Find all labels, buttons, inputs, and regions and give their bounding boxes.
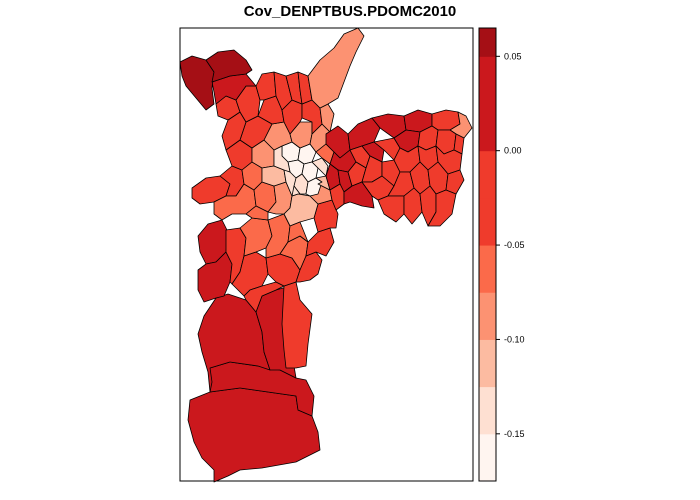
legend-class-1 <box>479 386 496 435</box>
region-east-9 <box>361 141 385 163</box>
region-center-south-3 <box>283 213 309 243</box>
map-frame <box>179 27 474 482</box>
region-north-3 <box>255 71 277 101</box>
region-east-29 <box>445 169 465 195</box>
legend-tick-label: -0.05 <box>504 240 525 250</box>
region-southwest-5 <box>243 281 285 313</box>
region-south-upper <box>197 293 271 393</box>
region-center-9 <box>315 175 331 191</box>
region-northwest-dark-2 <box>205 49 253 83</box>
region-center-south-2 <box>283 193 319 227</box>
region-east-33 <box>427 189 457 227</box>
region-east-30 <box>377 195 405 223</box>
legend-tick-label: -0.10 <box>504 334 525 344</box>
legend-colorbar <box>479 28 496 482</box>
region-center-10 <box>291 185 301 197</box>
legend-class-6 <box>479 150 496 199</box>
legend-class-8 <box>479 56 496 104</box>
legend-class-3 <box>479 292 496 340</box>
legend-class-9 <box>479 28 496 57</box>
region-center-7 <box>311 157 329 177</box>
map-title: Cov_DENPTBUS.PDOMC2010 <box>243 3 457 20</box>
legend-class-5 <box>479 197 496 246</box>
region-north-7 <box>307 27 365 109</box>
legend-class-7 <box>479 103 496 152</box>
region-northwest-dark-1 <box>179 55 215 111</box>
region-center-8 <box>273 145 291 173</box>
region-east-31 <box>403 187 423 225</box>
region-west-arm-7 <box>245 205 269 221</box>
legend-class-4 <box>479 245 496 293</box>
map-regions <box>179 27 473 483</box>
legend-frame <box>478 27 497 482</box>
legend-ticks: 0.05 0.00 -0.05 -0.10 -0.15 <box>496 51 525 439</box>
legend-tick-label: 0.05 <box>504 51 522 61</box>
legend-class-2 <box>479 339 496 388</box>
region-south-east <box>281 281 313 369</box>
region-north-4 <box>273 71 293 111</box>
legend-tick-label: 0.00 <box>504 146 522 156</box>
legend-class-0 <box>479 433 496 482</box>
region-south-central-6 <box>305 227 335 257</box>
legend-tick-label: -0.15 <box>504 429 525 439</box>
